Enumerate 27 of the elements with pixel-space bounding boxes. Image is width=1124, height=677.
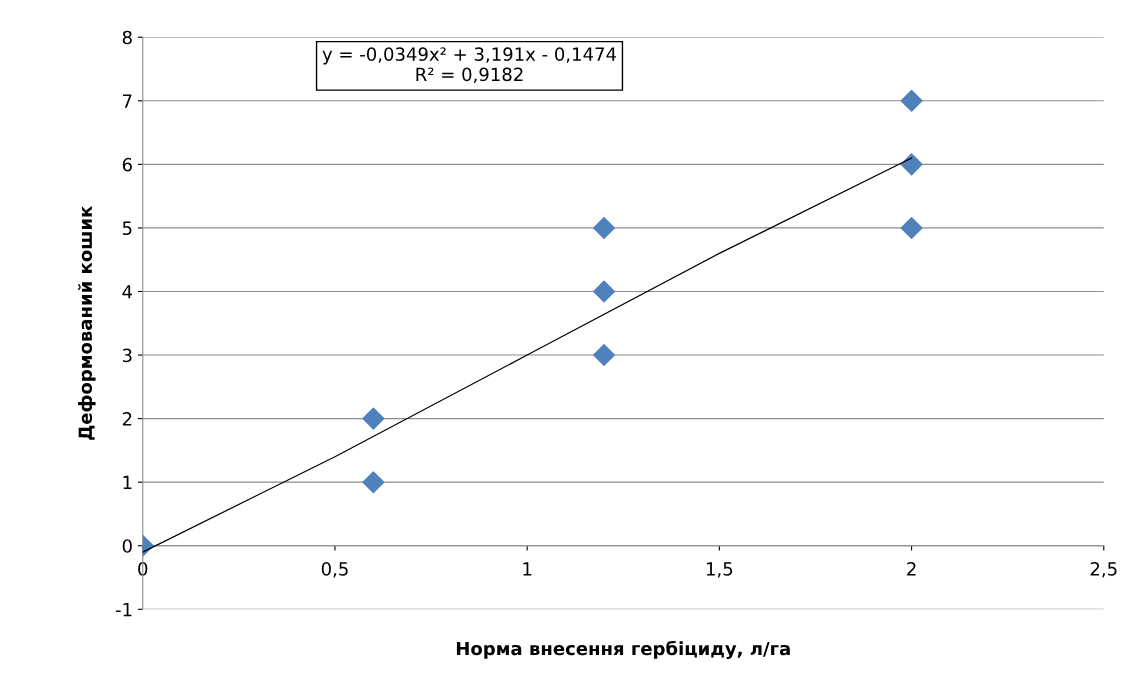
x-axis-title: Норма внесення гербіциду, л/га (456, 640, 790, 659)
point (900, 153, 923, 176)
x-tick-label: 0 (138, 562, 148, 576)
point (362, 407, 385, 430)
y-tick-label: 4 (122, 285, 133, 299)
point (900, 89, 923, 112)
y-tick-label: 6 (122, 157, 132, 172)
y-tick-label: 0 (122, 539, 132, 553)
y-tick-label: 8 (122, 30, 132, 45)
point (593, 280, 616, 303)
y-tick-label: 5 (122, 221, 132, 236)
x-tick-label: 1,5 (706, 562, 733, 578)
x-tick-label: 2 (907, 562, 916, 576)
y-tick-label: 3 (122, 348, 132, 363)
y-tick-label: 7 (123, 94, 132, 108)
y-axis-title: Деформований кошик (78, 205, 96, 440)
point (362, 471, 385, 494)
y-tick-label: 1 (123, 475, 132, 490)
point (593, 216, 616, 239)
point (593, 344, 616, 367)
y-tick-label: -1 (115, 603, 132, 617)
point (900, 216, 923, 239)
y-tick-label: 2 (122, 412, 132, 426)
x-tick-label: 2,5 (1090, 562, 1117, 578)
x-tick-label: 0,5 (321, 562, 348, 578)
annotation: y = -0,0349x² + 3,191x - 0,1474 R² = 0,9182 (322, 47, 617, 84)
x-tick-label: 1 (523, 562, 532, 576)
